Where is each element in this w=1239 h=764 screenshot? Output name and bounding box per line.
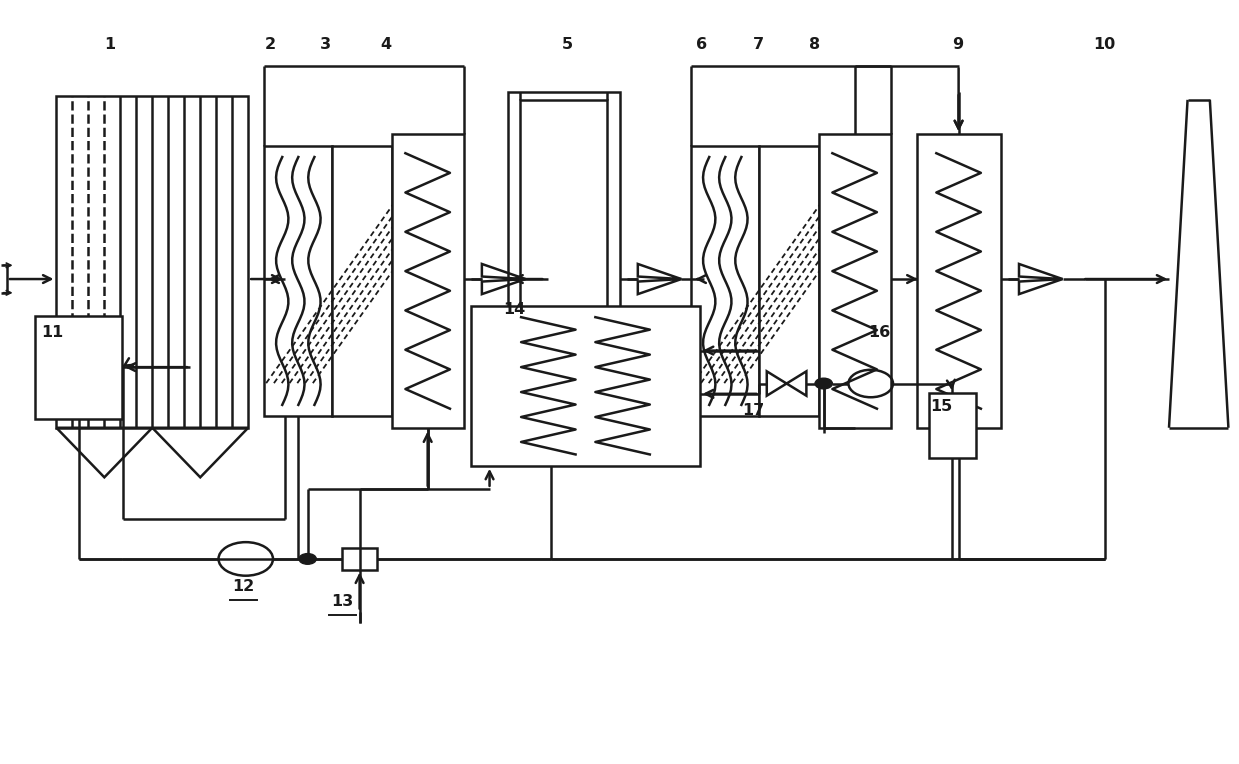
Text: 3: 3 (320, 37, 331, 53)
Bar (392, 134, 463, 428)
Text: 9: 9 (952, 37, 963, 53)
Bar (342, 549, 377, 570)
Bar (264, 146, 332, 416)
Bar (691, 146, 760, 416)
Polygon shape (767, 371, 807, 396)
Text: 4: 4 (380, 37, 392, 53)
Text: 15: 15 (930, 399, 953, 414)
Bar (332, 146, 392, 416)
Bar (929, 393, 976, 458)
Bar (57, 96, 248, 428)
Text: 12: 12 (232, 579, 254, 594)
Text: 14: 14 (503, 302, 525, 317)
Text: 2: 2 (265, 37, 276, 53)
Text: 6: 6 (695, 37, 706, 53)
Bar (917, 134, 1001, 428)
Bar (471, 306, 700, 466)
Text: 13: 13 (331, 594, 353, 609)
Bar (36, 316, 121, 419)
Bar (760, 146, 819, 416)
Circle shape (299, 554, 316, 565)
Bar (819, 134, 891, 428)
Bar (520, 100, 607, 336)
Text: 7: 7 (752, 37, 763, 53)
Text: 17: 17 (742, 403, 764, 419)
Bar (508, 92, 620, 428)
Text: 16: 16 (869, 325, 891, 340)
Text: 8: 8 (809, 37, 820, 53)
Text: 1: 1 (104, 37, 115, 53)
Circle shape (815, 378, 833, 389)
Text: 10: 10 (1094, 37, 1116, 53)
Text: 11: 11 (42, 325, 63, 340)
Text: 5: 5 (563, 37, 574, 53)
